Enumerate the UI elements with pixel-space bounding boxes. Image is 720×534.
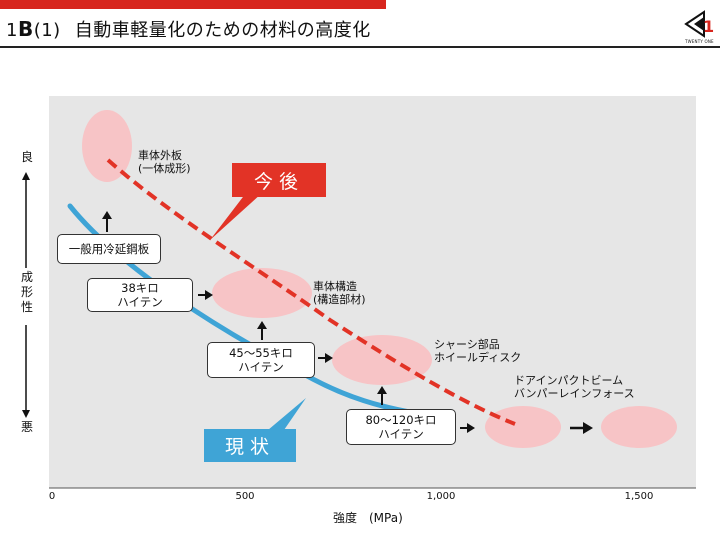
application-line1: 車体構造 — [313, 280, 357, 293]
application-line2: (構造部材) — [313, 293, 366, 306]
application-line1: ドアインパクトビーム — [514, 374, 624, 387]
material-line2: ハイテン — [117, 295, 163, 309]
material-box-mild-steel: 一般用冷延鋼板 — [57, 234, 161, 264]
title-divider — [0, 46, 720, 48]
title-sub: (1) — [33, 20, 61, 41]
bubble-chassis — [332, 335, 432, 385]
y-axis-formability-label: 成形性 — [20, 270, 33, 314]
bubble-outer-panel — [82, 110, 132, 182]
x-tick-0: 0 — [48, 491, 56, 502]
arrow-up-2-icon — [257, 321, 267, 329]
application-body-structure: 車体構造 (構造部材) — [313, 280, 366, 306]
header-accent-bar — [0, 0, 386, 9]
bubble-body-structure — [212, 268, 312, 318]
application-line2: バンパーレインフォース — [514, 387, 635, 400]
down-arrow-icon — [22, 410, 30, 418]
slide-title: 1B(1) 自動車軽量化のための材料の高度化 — [6, 16, 371, 42]
material-box-hiten-38: 38キロ ハイテン — [87, 278, 193, 312]
logo-text: TWENTY ONE — [685, 39, 714, 44]
arrow-right-3-icon — [467, 423, 475, 433]
material-line2: ハイテン — [238, 360, 284, 374]
y-axis-bad-label: 悪 — [20, 420, 33, 434]
arrow-up-3-icon — [377, 386, 387, 394]
application-impact-beam: ドアインパクトビーム バンパーレインフォース — [514, 374, 635, 400]
application-line1: シャーシ部品 — [434, 338, 500, 351]
x-axis-label: 強度 (MPa) — [333, 511, 403, 525]
material-box-hiten-80-120: 80～120キロ ハイテン — [346, 409, 456, 445]
application-line2: ホイールディスク — [434, 351, 522, 364]
arrow-right-1-icon — [205, 290, 213, 300]
company-logo-icon: 1 — [684, 10, 714, 38]
application-chassis: シャーシ部品 ホイールディスク — [434, 338, 521, 364]
future-callout-pointer — [210, 193, 262, 240]
current-callout: 現状 — [204, 429, 296, 462]
x-tick-1000: 1,000 — [426, 491, 456, 502]
material-line1: 80～120キロ — [365, 413, 437, 427]
arrow-right-4-icon — [583, 422, 593, 434]
title-number: 1 — [6, 20, 18, 41]
x-tick-500: 500 — [235, 491, 255, 502]
y-axis-good-label: 良 — [20, 150, 33, 164]
future-callout: 今後 — [232, 163, 326, 197]
arrow-up-1-icon — [102, 211, 112, 219]
material-line1: 45～55キロ — [229, 346, 293, 360]
title-letter: B — [17, 17, 34, 41]
material-line2: ハイテン — [378, 427, 424, 441]
current-callout-pointer — [268, 398, 306, 430]
title-text: 自動車軽量化のための材料の高度化 — [74, 20, 371, 41]
arrow-right-2-icon — [325, 353, 333, 363]
material-label: 一般用冷延鋼板 — [68, 242, 150, 256]
bubble-impact-beam — [485, 406, 561, 448]
svg-text:1: 1 — [703, 17, 714, 36]
application-outer-panel: 車体外板 (一体成形) — [138, 149, 191, 175]
bubble-future-application — [601, 406, 677, 448]
material-box-hiten-45-55: 45～55キロ ハイテン — [207, 342, 315, 378]
future-curve — [106, 158, 516, 426]
material-line1: 38キロ — [121, 281, 159, 295]
x-tick-1500: 1,500 — [624, 491, 654, 502]
up-arrow-icon — [22, 172, 30, 180]
application-line2: (一体成形) — [138, 162, 191, 175]
application-line1: 車体外板 — [138, 149, 182, 162]
